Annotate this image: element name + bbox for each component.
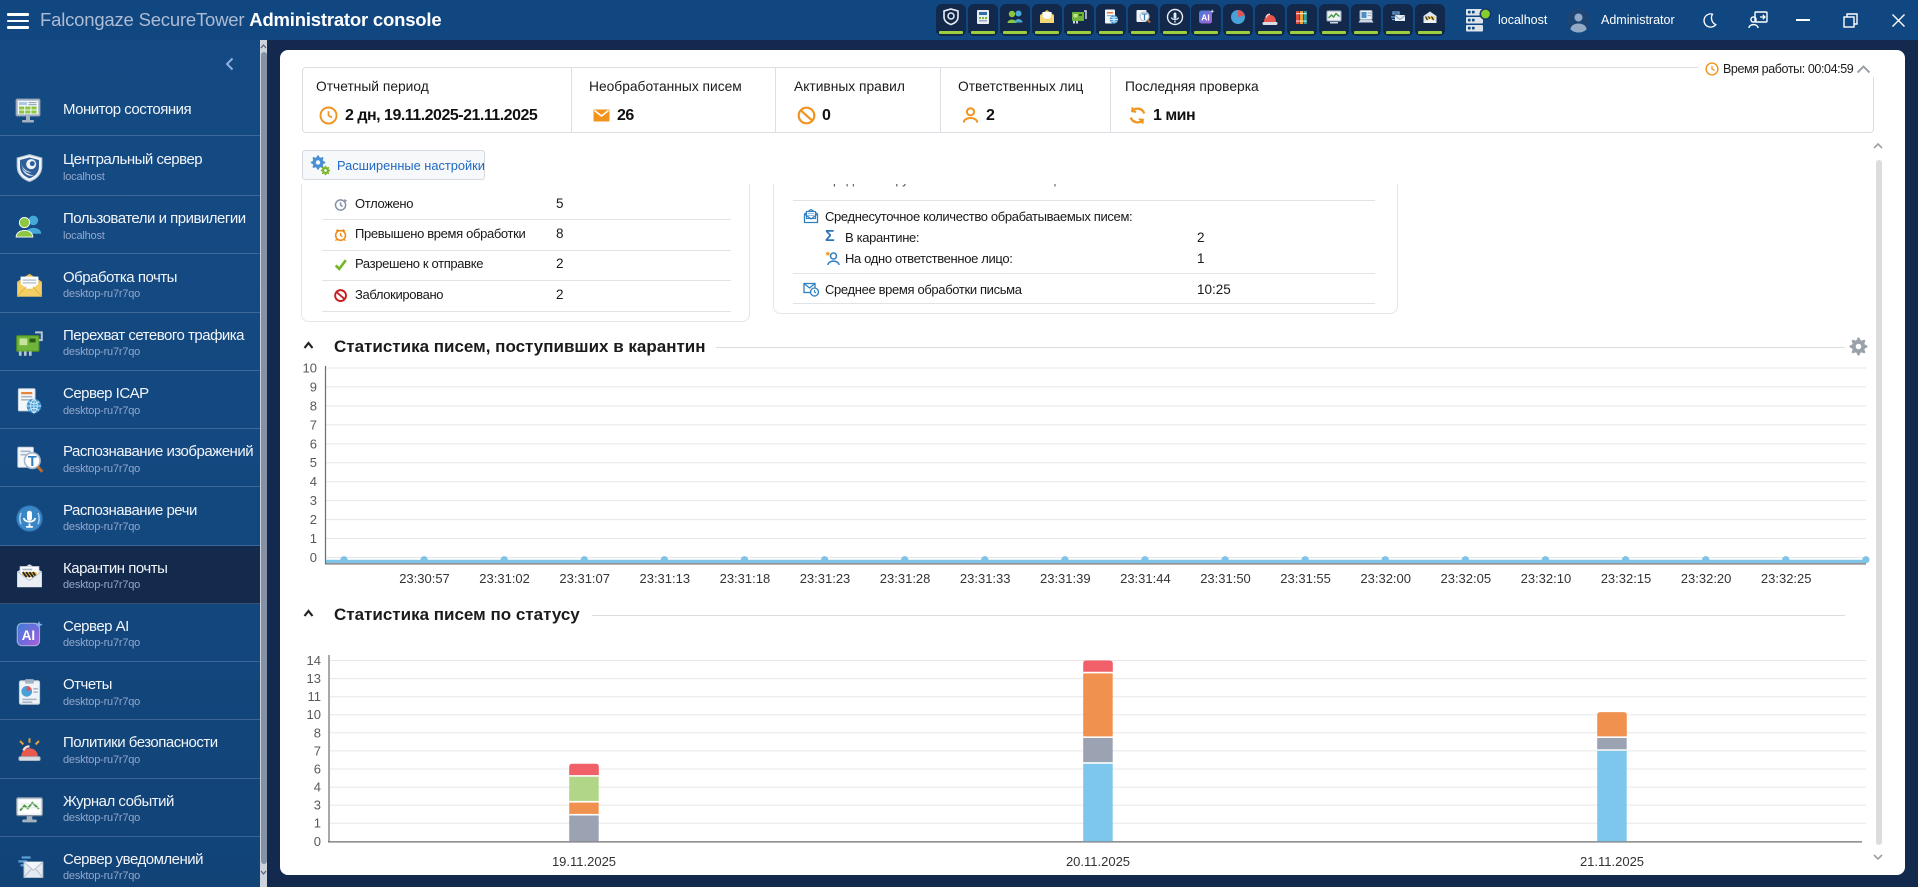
svg-text:23:31:28: 23:31:28 [880, 571, 931, 586]
svg-text:10: 10 [303, 361, 317, 376]
svg-text:23:32:05: 23:32:05 [1440, 571, 1491, 586]
svg-text:23:31:18: 23:31:18 [720, 571, 771, 586]
svg-text:14: 14 [307, 653, 321, 668]
svg-text:4: 4 [310, 474, 317, 489]
svg-text:23:31:39: 23:31:39 [1040, 571, 1091, 586]
svg-text:0: 0 [310, 550, 317, 565]
svg-text:23:31:33: 23:31:33 [960, 571, 1011, 586]
svg-text:8: 8 [314, 725, 321, 740]
svg-text:2: 2 [310, 512, 317, 527]
svg-text:23:32:15: 23:32:15 [1601, 571, 1652, 586]
svg-text:1: 1 [314, 816, 321, 831]
svg-text:0: 0 [314, 834, 321, 849]
svg-text:8: 8 [310, 398, 317, 413]
svg-text:T: T [1141, 12, 1147, 22]
svg-text:7: 7 [310, 417, 317, 432]
svg-text:1: 1 [310, 531, 317, 546]
svg-text:23:31:02: 23:31:02 [479, 571, 530, 586]
svg-text:23:32:00: 23:32:00 [1360, 571, 1411, 586]
svg-text:23:31:44: 23:31:44 [1120, 571, 1171, 586]
svg-text:23:31:50: 23:31:50 [1200, 571, 1251, 586]
svg-text:23:31:55: 23:31:55 [1280, 571, 1331, 586]
svg-text:4: 4 [314, 780, 321, 795]
svg-text:6: 6 [310, 436, 317, 451]
svg-text:6: 6 [314, 762, 321, 777]
svg-text:23:32:20: 23:32:20 [1681, 571, 1732, 586]
svg-text:11: 11 [308, 689, 322, 704]
svg-text:3: 3 [314, 798, 321, 813]
svg-text:23:31:07: 23:31:07 [559, 571, 610, 586]
svg-text:AI: AI [22, 628, 35, 643]
svg-text:20.11.2025: 20.11.2025 [1066, 854, 1130, 869]
svg-text:9: 9 [310, 379, 317, 394]
svg-text:T: T [28, 454, 37, 470]
svg-text:7: 7 [314, 743, 321, 758]
svg-text:19.11.2025: 19.11.2025 [552, 854, 616, 869]
svg-text:3: 3 [310, 493, 317, 508]
svg-text:AI: AI [1202, 13, 1211, 23]
svg-text:23:30:57: 23:30:57 [399, 571, 450, 586]
svg-text:23:31:13: 23:31:13 [639, 571, 690, 586]
svg-text:23:32:10: 23:32:10 [1521, 571, 1572, 586]
svg-text:13: 13 [307, 671, 321, 686]
svg-text:5: 5 [310, 455, 317, 470]
svg-text:23:32:25: 23:32:25 [1761, 571, 1812, 586]
svg-text:10: 10 [307, 707, 321, 722]
svg-text:23:31:23: 23:31:23 [800, 571, 851, 586]
svg-text:21.11.2025: 21.11.2025 [1580, 854, 1644, 869]
